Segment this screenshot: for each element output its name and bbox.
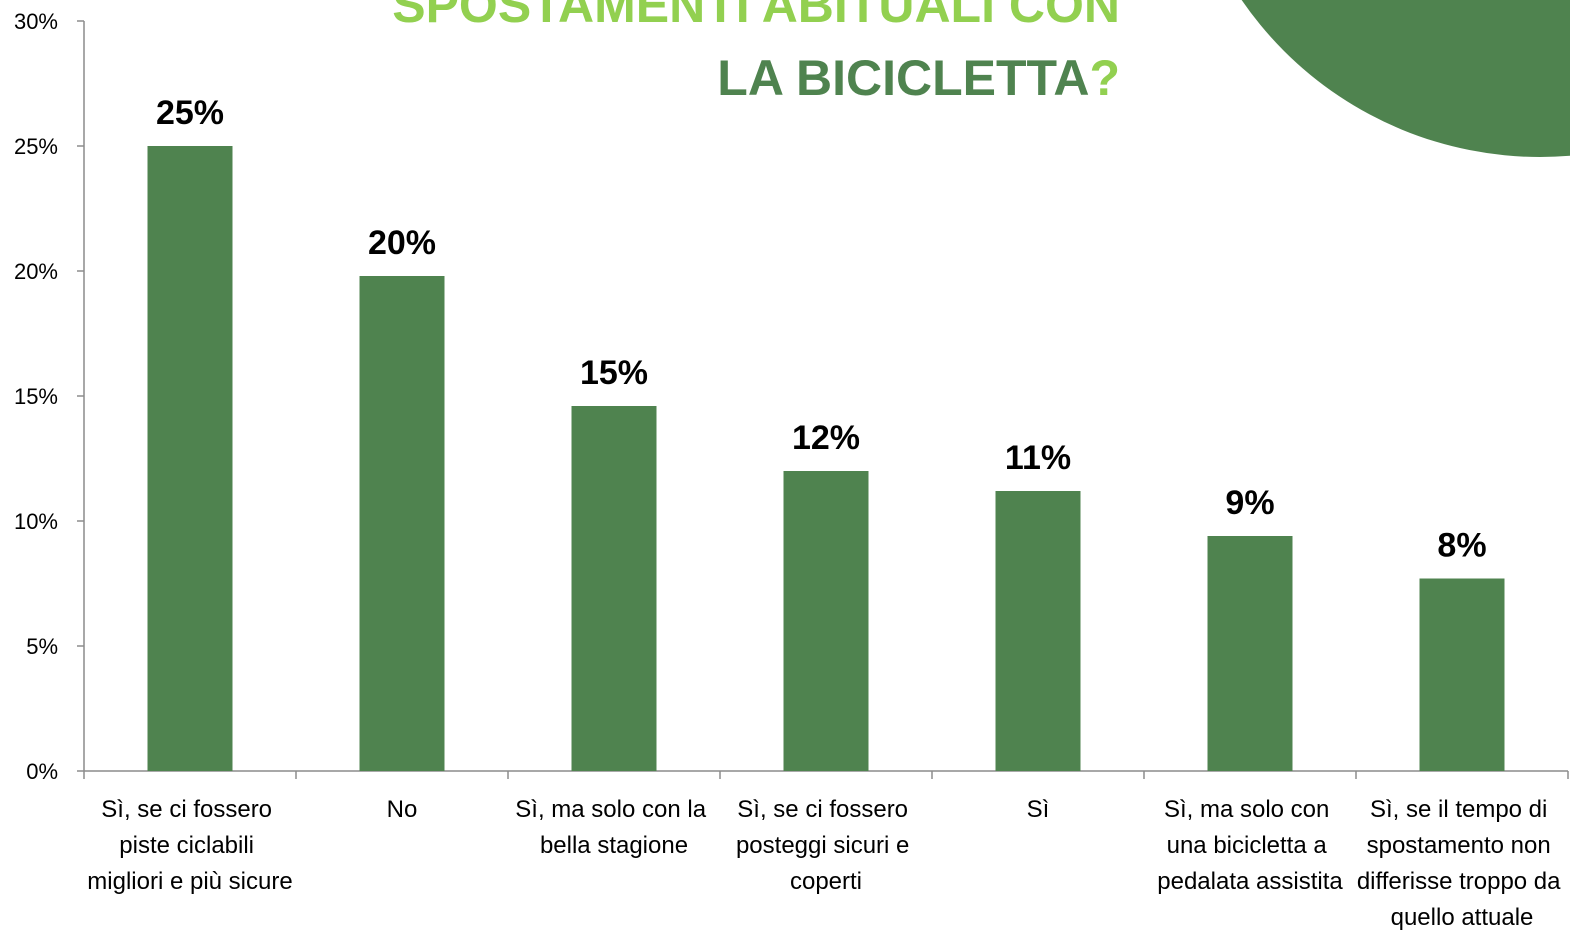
- value-label: 9%: [1225, 484, 1274, 522]
- x-tick-label: Sì, se ci fossero posteggi sicuri e cope…: [736, 796, 916, 895]
- x-tick-label: Sì, ma solo con una bicicletta a pedalat…: [1157, 796, 1343, 895]
- bar: [571, 406, 657, 771]
- x-tick-label: Sì: [1027, 796, 1050, 823]
- y-tick-label: 15%: [14, 384, 58, 409]
- value-label: 25%: [156, 94, 224, 132]
- y-tick-label: 10%: [14, 509, 58, 534]
- value-label: 11%: [1005, 439, 1071, 477]
- chart-title: SPOSTAMENTI ABITUALI CON: [392, 0, 1120, 33]
- bar: [359, 276, 445, 771]
- chart-title: LA BICICLETTA?: [717, 50, 1120, 106]
- bar: [1419, 578, 1505, 771]
- bar: [995, 491, 1081, 771]
- x-tick-label: No: [387, 796, 418, 823]
- value-label: 8%: [1437, 527, 1486, 565]
- x-tick-label: Sì, se ci fossero piste ciclabili miglio…: [87, 796, 292, 895]
- bar: [1207, 536, 1293, 771]
- decor-circle: [1241, 0, 1570, 157]
- y-tick-label: 20%: [14, 259, 58, 284]
- value-label: 15%: [580, 354, 648, 392]
- value-label: 20%: [368, 224, 436, 262]
- y-tick-label: 0%: [26, 759, 58, 784]
- value-label: 12%: [792, 419, 860, 457]
- bar: [147, 146, 233, 771]
- y-tick-label: 25%: [14, 134, 58, 159]
- x-tick-label: Sì, ma solo con la bella stagione: [515, 796, 712, 859]
- y-tick-label: 5%: [26, 634, 58, 659]
- y-tick-label: 30%: [14, 9, 58, 34]
- x-tick-label: Sì, se il tempo di spostamento non diffe…: [1357, 796, 1567, 930]
- bar: [783, 471, 869, 771]
